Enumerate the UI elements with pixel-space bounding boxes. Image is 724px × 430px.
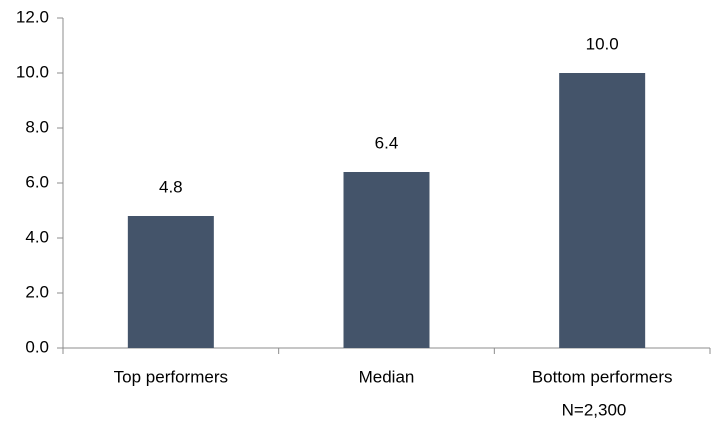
y-tick-label: 0.0 [25, 337, 49, 356]
y-tick-label: 6.0 [25, 172, 49, 191]
x-tick-label: Median [359, 367, 415, 386]
annotation: N=2,300 [562, 400, 627, 419]
y-tick-label: 12.0 [16, 7, 49, 26]
y-tick-label: 8.0 [25, 117, 49, 136]
value-label: 4.8 [159, 177, 183, 196]
value-label: 6.4 [375, 133, 399, 152]
value-label: 10.0 [586, 34, 619, 53]
y-tick-label: 4.0 [25, 227, 49, 246]
x-tick-label: Bottom performers [532, 367, 673, 386]
bar [559, 73, 646, 348]
x-tick-label: Top performers [114, 367, 228, 386]
y-tick-label: 10.0 [16, 62, 49, 81]
bar [343, 172, 430, 348]
bar [127, 216, 214, 348]
y-tick-label: 2.0 [25, 282, 49, 301]
